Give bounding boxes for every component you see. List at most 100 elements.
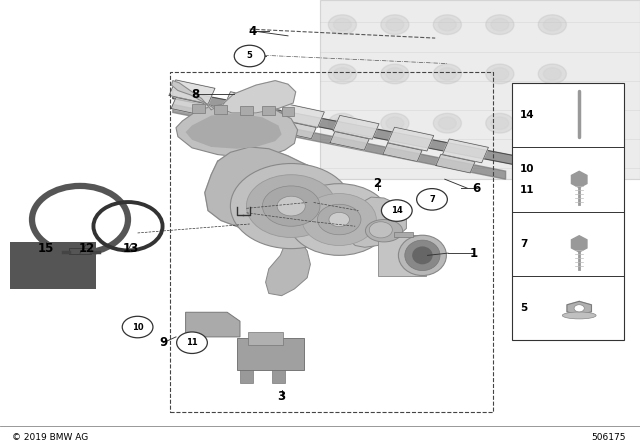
Circle shape — [246, 175, 336, 237]
Text: 7: 7 — [520, 239, 527, 249]
Polygon shape — [347, 197, 406, 247]
Polygon shape — [173, 104, 506, 179]
Circle shape — [486, 113, 514, 133]
Text: 3: 3 — [278, 390, 285, 403]
Circle shape — [433, 113, 461, 133]
Ellipse shape — [412, 246, 433, 264]
Polygon shape — [266, 228, 310, 296]
Bar — [378, 235, 426, 276]
Polygon shape — [383, 143, 422, 161]
Circle shape — [230, 164, 352, 249]
Polygon shape — [330, 132, 369, 150]
Text: 2: 2 — [374, 177, 381, 190]
Ellipse shape — [398, 235, 447, 276]
Text: 8: 8 — [191, 87, 199, 101]
Text: 12: 12 — [78, 242, 95, 255]
Circle shape — [381, 64, 409, 84]
Polygon shape — [567, 302, 591, 315]
Text: 10: 10 — [520, 164, 534, 174]
Polygon shape — [173, 90, 525, 167]
Circle shape — [386, 68, 404, 80]
Polygon shape — [388, 127, 434, 151]
Text: 11: 11 — [520, 185, 534, 195]
Circle shape — [438, 68, 456, 80]
Bar — [214, 105, 227, 114]
Bar — [512, 83, 624, 340]
Circle shape — [328, 64, 356, 84]
Bar — [262, 106, 275, 115]
Circle shape — [262, 186, 320, 226]
Text: 1: 1 — [470, 246, 477, 260]
Circle shape — [491, 68, 509, 80]
Circle shape — [486, 15, 514, 34]
Circle shape — [417, 189, 447, 210]
Circle shape — [328, 15, 356, 34]
Circle shape — [333, 117, 351, 129]
Circle shape — [538, 64, 566, 84]
Bar — [10, 242, 96, 289]
Circle shape — [543, 18, 561, 31]
Polygon shape — [205, 147, 330, 229]
Circle shape — [486, 64, 514, 84]
Circle shape — [538, 15, 566, 34]
Polygon shape — [169, 80, 215, 104]
Polygon shape — [172, 81, 214, 110]
Polygon shape — [436, 155, 475, 173]
Circle shape — [491, 18, 509, 31]
Polygon shape — [186, 113, 282, 149]
Polygon shape — [277, 120, 316, 139]
Text: 5: 5 — [246, 52, 253, 60]
Ellipse shape — [405, 240, 440, 271]
Circle shape — [438, 117, 456, 129]
Bar — [320, 0, 640, 179]
Polygon shape — [224, 92, 269, 116]
Polygon shape — [442, 139, 488, 163]
Bar — [240, 370, 253, 383]
Circle shape — [333, 68, 351, 80]
Circle shape — [386, 18, 404, 31]
Text: © 2019 BMW AG: © 2019 BMW AG — [12, 433, 88, 442]
Circle shape — [302, 194, 376, 246]
Circle shape — [433, 64, 461, 84]
Circle shape — [329, 212, 349, 227]
Bar — [282, 107, 294, 116]
Ellipse shape — [563, 312, 596, 319]
Text: 15: 15 — [38, 242, 54, 255]
Text: 506175: 506175 — [591, 433, 626, 442]
Circle shape — [288, 184, 390, 255]
Bar — [192, 104, 205, 113]
Text: 5: 5 — [520, 303, 527, 313]
Text: 4: 4 — [249, 25, 257, 38]
Ellipse shape — [365, 220, 403, 242]
Bar — [272, 370, 285, 383]
Circle shape — [369, 222, 392, 238]
Circle shape — [177, 332, 207, 353]
Bar — [237, 338, 304, 370]
Circle shape — [574, 305, 584, 312]
Circle shape — [381, 200, 412, 221]
Circle shape — [333, 18, 351, 31]
Circle shape — [317, 204, 361, 235]
Polygon shape — [176, 103, 298, 158]
Bar — [320, 0, 640, 179]
Circle shape — [433, 15, 461, 34]
Text: 11: 11 — [186, 338, 198, 347]
Text: 9: 9 — [159, 336, 167, 349]
Circle shape — [381, 113, 409, 133]
Circle shape — [122, 316, 153, 338]
Polygon shape — [171, 97, 211, 116]
Circle shape — [328, 113, 356, 133]
Text: 6: 6 — [473, 181, 481, 195]
Polygon shape — [221, 81, 296, 113]
Text: 13: 13 — [123, 242, 140, 255]
Bar — [248, 332, 283, 345]
Circle shape — [491, 117, 509, 129]
Text: 7: 7 — [429, 195, 435, 204]
Polygon shape — [572, 236, 587, 252]
Circle shape — [438, 18, 456, 31]
Text: 14: 14 — [520, 110, 534, 120]
Circle shape — [277, 196, 305, 216]
Circle shape — [381, 15, 409, 34]
Polygon shape — [333, 116, 379, 139]
Circle shape — [386, 117, 404, 129]
